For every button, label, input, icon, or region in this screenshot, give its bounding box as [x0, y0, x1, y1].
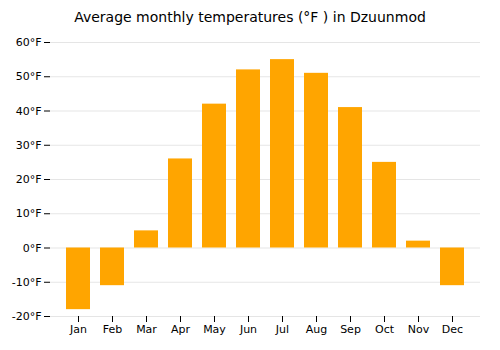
svg-text:Sep: Sep — [340, 323, 361, 336]
svg-text:Dec: Dec — [442, 323, 463, 336]
html-text:Average monthly temperatures (: Average monthly temperatures (°F ) in Dz… — [74, 9, 426, 25]
svg-text:Jun: Jun — [239, 323, 257, 336]
svg-text:50°F: 50°F — [16, 70, 42, 83]
svg-text:0°F: 0°F — [23, 242, 42, 255]
svg-text:Feb: Feb — [103, 323, 122, 336]
svg-text:-10°F: -10°F — [12, 276, 42, 289]
svg-text:60°F: 60°F — [16, 36, 42, 49]
svg-text:Mar: Mar — [136, 323, 157, 336]
svg-text:Jul: Jul — [275, 323, 289, 336]
svg-text:Aug: Aug — [306, 323, 327, 336]
svg-text:10°F: 10°F — [16, 207, 42, 220]
svg-text:Apr: Apr — [171, 323, 191, 336]
svg-text:Oct: Oct — [375, 323, 395, 336]
svg-text:40°F: 40°F — [16, 105, 42, 118]
svg-text:May: May — [203, 323, 226, 336]
svg-text:Jan: Jan — [69, 323, 87, 336]
svg-text:30°F: 30°F — [16, 139, 42, 152]
svg-text:20°F: 20°F — [16, 173, 42, 186]
svg-text:Nov: Nov — [408, 323, 430, 336]
svg-text:-20°F: -20°F — [12, 310, 42, 323]
